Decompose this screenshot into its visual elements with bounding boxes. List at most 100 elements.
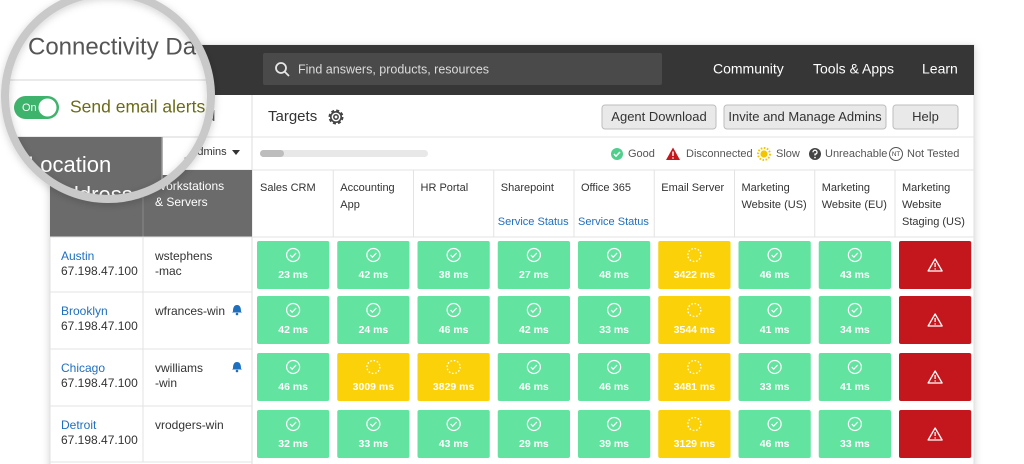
- search-icon: [275, 62, 287, 74]
- status-cell[interactable]: [497, 410, 570, 458]
- status-cell[interactable]: [738, 241, 811, 289]
- good-icon: [847, 302, 862, 318]
- good-check: [369, 252, 377, 259]
- response-time: 3129 ms: [674, 438, 716, 450]
- response-time: 24 ms: [358, 324, 388, 336]
- status-cell[interactable]: [658, 296, 731, 344]
- good-check: [771, 307, 779, 314]
- status-cell[interactable]: [257, 296, 330, 344]
- response-time: 42 ms: [278, 324, 308, 336]
- status-cell[interactable]: [658, 410, 731, 458]
- status-cell[interactable]: [417, 296, 490, 344]
- status-cell[interactable]: [337, 410, 410, 458]
- status-cell[interactable]: [417, 241, 490, 289]
- search-box[interactable]: [263, 53, 662, 85]
- location-link[interactable]: Chicago: [61, 361, 105, 375]
- settings-icon[interactable]: [328, 109, 344, 125]
- good-icon: [446, 416, 461, 432]
- button[interactable]: [601, 104, 717, 130]
- status-cell[interactable]: [818, 296, 891, 344]
- good-check: [530, 252, 538, 259]
- status-cell[interactable]: [578, 353, 651, 401]
- status-cell[interactable]: [417, 353, 490, 401]
- good-icon: [847, 416, 862, 432]
- button[interactable]: [723, 104, 887, 130]
- status-cell[interactable]: [497, 296, 570, 344]
- good-check: [450, 421, 458, 428]
- good-check: [610, 252, 618, 259]
- service-status-link[interactable]: Service Status: [578, 216, 649, 228]
- legend-label: Good: [628, 148, 655, 160]
- status-cell[interactable]: [337, 241, 410, 289]
- column-header: Website (US): [742, 199, 807, 211]
- status-cell[interactable]: [658, 353, 731, 401]
- gear-hole: [333, 114, 339, 120]
- nav-link[interactable]: Community: [713, 61, 784, 77]
- response-time: 33 ms: [760, 381, 790, 393]
- button[interactable]: [892, 104, 959, 130]
- status-cell[interactable]: [497, 241, 570, 289]
- status-cell[interactable]: [257, 241, 330, 289]
- status-cell[interactable]: [578, 410, 651, 458]
- status-cell[interactable]: [578, 241, 651, 289]
- progress-fill: [260, 150, 284, 157]
- status-cell[interactable]: [497, 353, 570, 401]
- nav-link[interactable]: Learn: [922, 61, 958, 77]
- column-header: Marketing: [902, 182, 950, 194]
- column-header: App: [340, 199, 360, 211]
- icon-question: [812, 149, 818, 156]
- search-placeholder[interactable]: Find answers, products, resources: [298, 62, 489, 76]
- icon-check: [613, 151, 621, 158]
- status-cell[interactable]: [738, 296, 811, 344]
- location-link[interactable]: Detroit: [61, 418, 97, 432]
- status-cell[interactable]: [818, 241, 891, 289]
- legend-label: Slow: [776, 148, 800, 160]
- location-link[interactable]: Austin: [61, 249, 94, 263]
- icon-text: NT: [892, 152, 900, 158]
- status-cell[interactable]: [658, 241, 731, 289]
- response-time: 46 ms: [278, 381, 308, 393]
- good-check: [851, 307, 859, 314]
- response-time: 43 ms: [840, 269, 870, 281]
- button-label[interactable]: Agent Download: [611, 109, 706, 124]
- button-label[interactable]: Invite and Manage Admins: [728, 109, 882, 124]
- response-time: 29 ms: [519, 438, 549, 450]
- status-cell[interactable]: [337, 353, 410, 401]
- status-cell[interactable]: [337, 296, 410, 344]
- response-time: 46 ms: [760, 438, 790, 450]
- good-check: [530, 421, 538, 428]
- slow-icon: [687, 416, 702, 432]
- status-cell[interactable]: [738, 410, 811, 458]
- column-header: Sales CRM: [260, 182, 316, 194]
- status-cell[interactable]: [738, 353, 811, 401]
- good-icon: [767, 302, 782, 318]
- bell-clapper: [235, 369, 239, 373]
- good-check: [369, 421, 377, 428]
- status-cell[interactable]: [818, 353, 891, 401]
- slow-icon: [446, 359, 461, 375]
- status-cell[interactable]: [257, 410, 330, 458]
- response-time: 3009 ms: [353, 381, 395, 393]
- icon-dot: [672, 157, 674, 159]
- response-time: 39 ms: [599, 438, 629, 450]
- icon-circle: [889, 147, 903, 161]
- slow-icon: [366, 359, 381, 375]
- response-time: 33 ms: [599, 324, 629, 336]
- warning-icon: [927, 370, 943, 384]
- good-icon: [847, 247, 862, 263]
- nav-link[interactable]: Tools & Apps: [813, 61, 894, 77]
- status-cell[interactable]: [578, 296, 651, 344]
- toggle-label: On: [22, 102, 37, 114]
- location-link[interactable]: Brooklyn: [61, 304, 108, 318]
- response-time: 38 ms: [439, 269, 469, 281]
- status-cell[interactable]: [417, 410, 490, 458]
- good-icon: [366, 416, 381, 432]
- good-check: [771, 421, 779, 428]
- icon-dot: [814, 156, 816, 159]
- service-status-link[interactable]: Service Status: [498, 216, 569, 228]
- status-cell[interactable]: [257, 353, 330, 401]
- button-label[interactable]: Help: [912, 109, 939, 124]
- good-icon: [446, 302, 461, 318]
- status-cell[interactable]: [818, 410, 891, 458]
